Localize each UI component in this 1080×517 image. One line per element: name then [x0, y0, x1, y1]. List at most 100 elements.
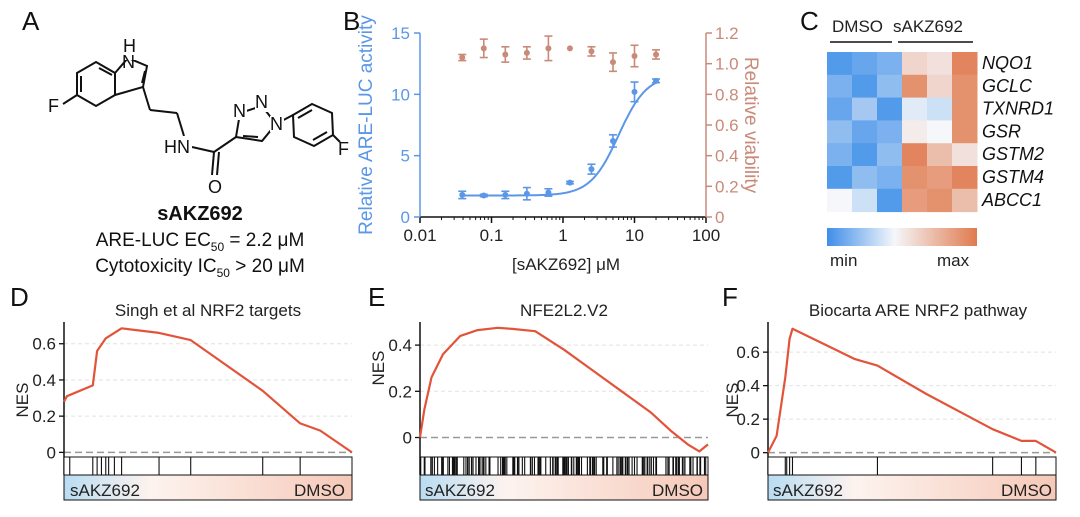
viability-point	[631, 53, 638, 59]
heatmap-cell	[902, 166, 928, 190]
heatmap-cell	[852, 52, 878, 76]
heatmap-cell	[877, 74, 903, 99]
x-tick-label: 0.01	[403, 226, 436, 245]
gene-label: GSTM2	[982, 144, 1044, 164]
activity-point	[523, 190, 530, 197]
chemical-structure	[62, 56, 341, 176]
y-tick-label-right: 0	[715, 208, 724, 227]
x-tick-label: 10	[625, 226, 644, 245]
heatmap-cell	[852, 97, 878, 121]
gene-label: ABCC1	[981, 190, 1042, 210]
gene-label: TXNRD1	[982, 99, 1054, 119]
heatmap-cell	[927, 74, 953, 99]
dose-response-marks	[458, 35, 661, 201]
heatmap-cell	[952, 166, 978, 190]
gene-label: NQO1	[982, 53, 1033, 73]
heatmap-cell	[827, 52, 853, 76]
heatmap-cells	[827, 52, 978, 213]
gene-label: GSR	[982, 121, 1021, 141]
y-tick-label: 0	[751, 444, 760, 463]
heatmap-cell	[927, 143, 953, 167]
y-tick-label: 0.6	[32, 335, 56, 354]
heatmap-cell	[852, 143, 878, 167]
rank-left-label-e: sAKZ692	[425, 481, 495, 500]
activity-fit-curve	[462, 81, 657, 197]
heatmap-cell	[952, 188, 978, 213]
y-tick-label: 0.6	[736, 343, 760, 362]
enrichment-curve	[767, 327, 1057, 454]
nes-label-e: NES	[369, 351, 388, 386]
heatmap-cell	[827, 97, 853, 121]
rank-left-label-d: sAKZ692	[70, 481, 140, 500]
atom-n1: N	[233, 101, 246, 121]
viability-point	[566, 45, 573, 52]
y-tick-label: 0.2	[388, 382, 412, 401]
indole-pyrrole-ring	[114, 56, 149, 96]
y-tick-label-right: 0.6	[715, 116, 739, 135]
gene-label: GSTM4	[982, 167, 1044, 187]
legend-max-label: max	[937, 251, 970, 270]
heatmap-cell	[952, 143, 978, 167]
atom-f-left: F	[48, 96, 59, 116]
hit-track	[63, 456, 353, 476]
panel-f: F Biocarta ARE NRF2 pathway NES 00.20.40…	[722, 282, 1057, 501]
x-tick-label: 0.1	[480, 226, 504, 245]
heatmap-cell	[877, 166, 903, 190]
ic50-caption: Cytotoxicity IC50 > 20 μM	[95, 256, 305, 280]
activity-point	[502, 191, 509, 198]
hit-track	[767, 456, 1057, 476]
heatmap-cell	[952, 52, 978, 76]
atom-n-amide: N	[177, 137, 190, 157]
y-axis-label-left: Relative ARE-LUC activity	[356, 15, 377, 235]
y-tick-label: 0.4	[388, 336, 412, 355]
heatmap-cell	[877, 120, 903, 144]
rank-right-label-f: DMSO	[1001, 481, 1052, 500]
panel-label-d: D	[10, 282, 29, 312]
panel-d: D Singh et al NRF2 targets NES 0 0.2 0.4 0.…	[10, 282, 353, 501]
viability-point	[523, 49, 530, 56]
atom-n-indole: N	[122, 52, 135, 72]
heatmap-cell	[827, 74, 853, 99]
x-tick-label: 100	[692, 226, 720, 245]
activity-point	[545, 189, 552, 196]
atom-labels: H N F H N O N N N F	[48, 36, 349, 197]
ec50-caption: ARE-LUC EC50 = 2.2 μM	[96, 230, 305, 254]
rank-left-label-f: sAKZ692	[773, 481, 843, 500]
group-label-treated: sAKZ692	[893, 17, 963, 36]
y-axis-label-right: Relative viability	[740, 57, 761, 194]
activity-point	[566, 179, 573, 186]
color-scale-legend	[827, 228, 977, 246]
activity-point	[480, 192, 487, 199]
atom-h-indole: H	[123, 36, 136, 56]
heatmap-cell	[852, 74, 878, 99]
heatmap-cell	[927, 52, 953, 76]
activity-point	[588, 166, 595, 173]
viability-point	[609, 59, 616, 66]
panel-b: B 0.01 0.1 1 10 10005101500.20.40.60.81.01.2…	[343, 6, 761, 274]
viability-point	[502, 51, 509, 58]
gene-label: GCLC	[982, 76, 1033, 96]
panel-label-f: F	[722, 282, 738, 312]
group-label-dmso: DMSO	[832, 17, 883, 36]
heatmap-cell	[852, 188, 878, 213]
heatmap-cell	[827, 188, 853, 213]
atom-o: O	[208, 177, 222, 197]
atom-n3: N	[270, 114, 283, 134]
y-tick-label-right: 1.2	[715, 24, 739, 43]
y-tick-label-left: 0	[401, 208, 410, 227]
x-tick-label: 1	[558, 226, 567, 245]
y-tick-label-right: 0.2	[715, 177, 739, 196]
panel-label-b: B	[343, 6, 360, 36]
viability-point	[459, 54, 466, 61]
heatmap-cell	[877, 188, 903, 213]
y-tick-label-right: 0.4	[715, 147, 739, 166]
viability-point	[588, 48, 595, 55]
heatmap-cell	[927, 166, 953, 190]
y-tick-label: 0	[403, 429, 412, 448]
heatmap-cell	[927, 120, 953, 144]
heatmap-cell	[877, 97, 903, 121]
heatmap-cell	[902, 74, 928, 99]
rank-right-label-d: DMSO	[294, 481, 345, 500]
